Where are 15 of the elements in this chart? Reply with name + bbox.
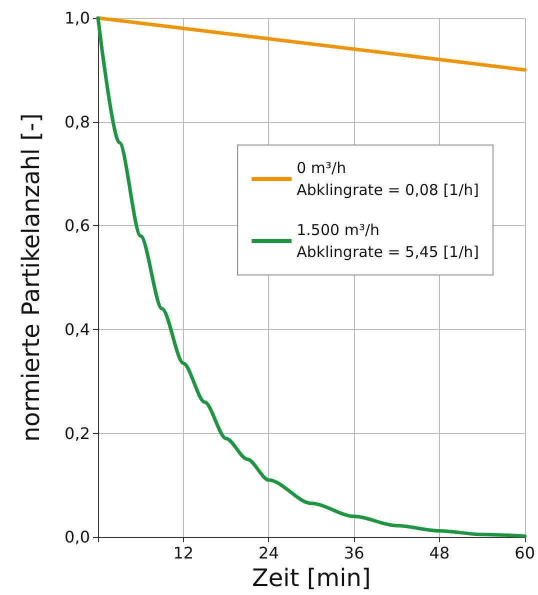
legend-label: 0 m³/h Abklingrate = 0,08 [1/h] [296,159,480,199]
y-tick-label: 1,0 [64,8,90,28]
x-tick-label: 60 [514,544,535,563]
x-tick-label: 12 [173,544,194,563]
y-tick-label: 0,0 [64,528,90,547]
y-axis-title: normierte Partikelanzahl [-] [17,113,45,442]
x-axis-title: Zeit [min] [252,564,371,592]
x-tick-label: 24 [258,544,279,563]
y-tick-label: 0,8 [64,112,90,132]
y-tick-label: 0,2 [64,424,90,443]
x-tick-label: 36 [344,544,364,563]
legend-label: 1.500 m³/h Abklingrate = 5,45 [1/h] [296,221,480,261]
y-tick-label: 0,4 [64,320,90,339]
y-tick-label: 0,6 [64,216,90,236]
x-tick-label: 48 [429,544,450,563]
